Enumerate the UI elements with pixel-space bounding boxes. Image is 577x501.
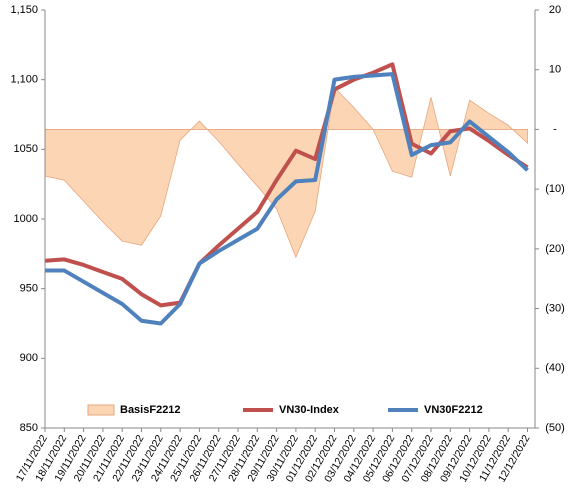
line	[44, 62, 529, 308]
y2-tick-label: 20	[549, 4, 561, 16]
y2-tick-label: (20)	[545, 243, 565, 255]
y-tick-label: 1050	[14, 143, 38, 155]
y-tick-label: 850	[20, 422, 38, 434]
y-tick-label: 1,150	[10, 4, 38, 16]
legend-swatch	[87, 404, 115, 416]
line	[45, 72, 529, 326]
y2-tick-label: (40)	[545, 362, 565, 374]
y2-tick-label: (30)	[545, 302, 565, 314]
y-tick-label: 1,100	[10, 74, 38, 86]
legend-label: VN30F2212	[424, 404, 483, 416]
y2-tick-label: -	[553, 123, 557, 135]
y-tick-label: 900	[20, 352, 38, 364]
y2-tick-label: (10)	[545, 183, 565, 195]
legend-label: BasisF2212	[120, 404, 181, 416]
legend-label: VN30-Index	[279, 404, 340, 416]
y2-tick-label: 10	[549, 64, 561, 76]
area	[44, 86, 528, 259]
y2-tick-label: (50)	[545, 422, 565, 434]
y-tick-label: 1000	[14, 213, 38, 225]
y-tick-label: 950	[20, 283, 38, 295]
